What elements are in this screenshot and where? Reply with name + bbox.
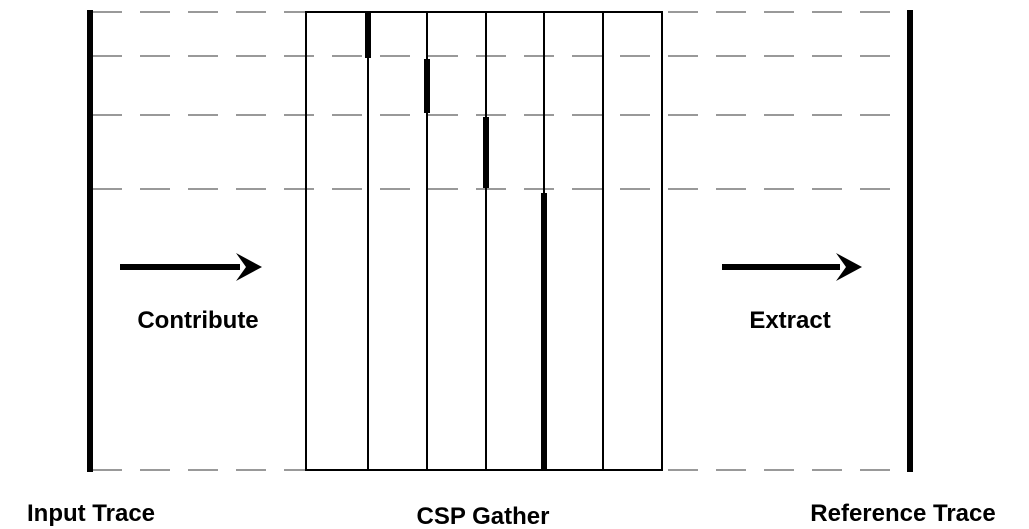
extract-label: Extract — [749, 307, 830, 334]
dashed-lines — [92, 11, 910, 471]
csp-gather-box — [305, 11, 663, 471]
input-trace-label: Input Trace — [27, 500, 155, 527]
extract-arrow — [722, 253, 862, 281]
contribute-label: Contribute — [137, 307, 258, 334]
reference-trace-label: Reference Trace — [810, 500, 995, 527]
contribute-arrow — [120, 253, 262, 281]
csp-gather-label: CSP Gather — [417, 503, 550, 529]
